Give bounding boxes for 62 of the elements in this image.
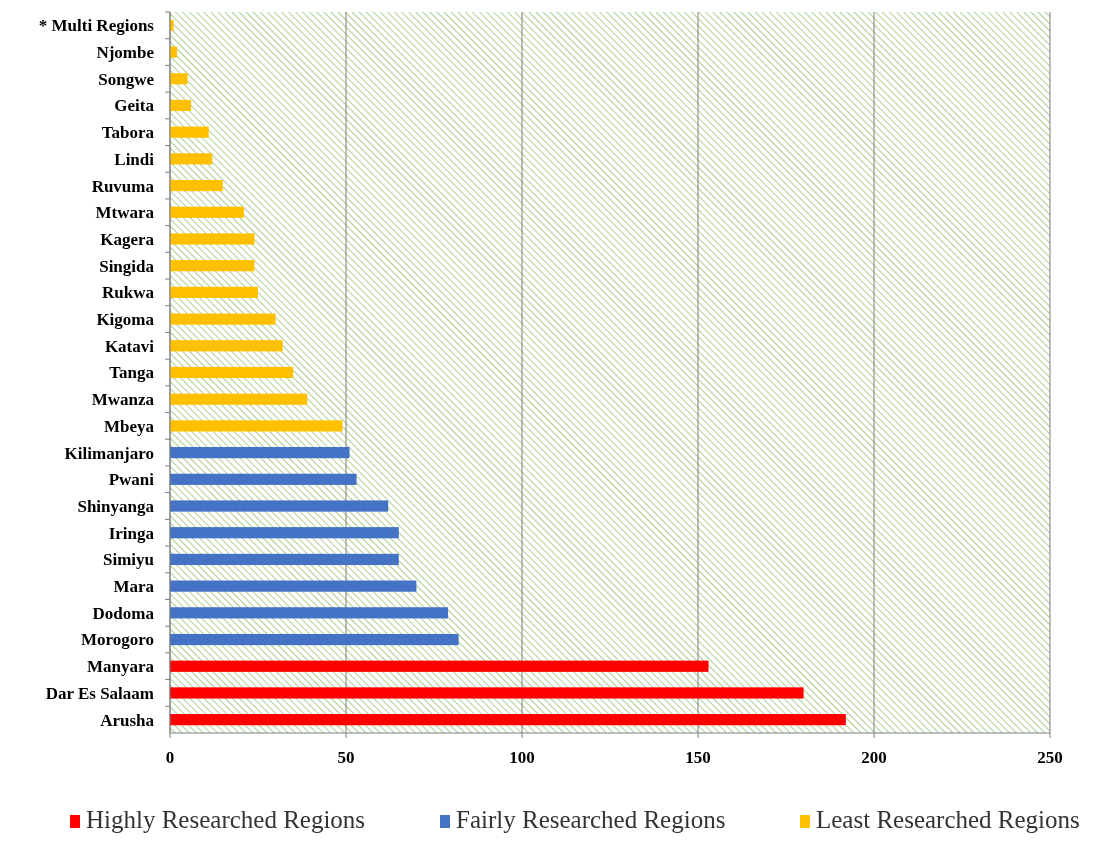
x-tick-label: 0 (165, 748, 175, 767)
bar (170, 126, 209, 138)
y-tick-label: Ruvuma (91, 176, 155, 196)
y-tick-label: Dar Es Salaam (45, 683, 154, 703)
y-tick-label: Morogoro (80, 630, 154, 650)
x-tick-label: 150 (685, 748, 711, 767)
bar (170, 46, 178, 58)
legend-label: Highly Researched Regions (86, 806, 366, 833)
y-tick-label: Manyara (86, 657, 155, 677)
bar (170, 313, 276, 325)
y-tick-label: Mbeya (103, 416, 155, 436)
y-tick-label: Mwanza (91, 390, 155, 410)
bar (170, 153, 213, 165)
bar (170, 420, 343, 432)
bar (170, 447, 350, 459)
y-tick-label: Katavi (104, 336, 155, 356)
y-tick-label: Kagera (100, 229, 155, 249)
bar (170, 366, 294, 379)
bar (170, 633, 459, 646)
y-tick-label: Dodoma (92, 603, 155, 623)
y-tick-label: Pwani (108, 470, 155, 490)
bar (170, 660, 709, 672)
bar (170, 233, 255, 245)
y-tick-label: Songwe (98, 69, 155, 89)
bar (170, 99, 192, 112)
y-tick-label: Singida (99, 256, 155, 276)
y-tick-label: Njombe (96, 43, 155, 63)
y-tick-label: * Multi Regions (38, 16, 155, 36)
legend-label: Fairly Researched Regions (456, 806, 726, 833)
y-tick-label: Mara (113, 577, 155, 597)
x-tick-label: 250 (1037, 748, 1063, 767)
y-tick-label: Tanga (109, 363, 155, 383)
y-tick-label: Arusha (100, 710, 155, 730)
bar (170, 580, 417, 592)
bar (170, 260, 255, 272)
bar (170, 500, 389, 512)
bar (170, 340, 283, 352)
bar (170, 473, 357, 485)
bar (170, 714, 846, 726)
bar (170, 553, 399, 566)
bar (170, 73, 188, 85)
bar (170, 687, 804, 699)
bar (170, 286, 258, 298)
y-tick-label: Kigoma (96, 310, 155, 330)
bar (170, 179, 223, 192)
legend-label: Least Researched Regions (816, 806, 1080, 833)
bar (170, 607, 449, 619)
y-tick-label: Kilimanjaro (64, 443, 154, 463)
y-tick-label: Shinyanga (77, 496, 155, 516)
y-tick-label: Iringa (108, 523, 155, 543)
y-tick-label: Tabora (101, 123, 155, 143)
x-tick-label: 200 (861, 748, 887, 767)
y-tick-label: Geita (114, 96, 155, 116)
bar (170, 206, 244, 218)
bar (170, 527, 399, 539)
y-tick-label: Lindi (114, 149, 155, 169)
y-tick-label: Mtwara (95, 203, 155, 223)
y-tick-label: Rukwa (102, 283, 155, 303)
x-tick-label: 50 (337, 748, 355, 767)
x-tick-label: 100 (509, 748, 535, 767)
bar (170, 393, 308, 405)
y-tick-label: Simiyu (102, 550, 154, 570)
